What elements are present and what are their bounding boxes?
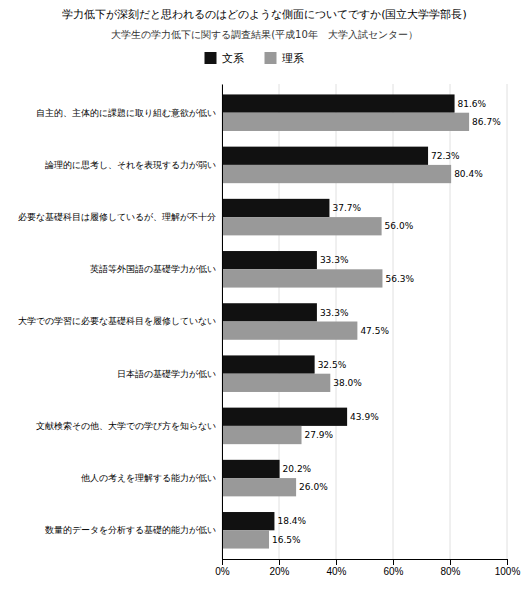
bar [222,113,469,131]
data-label: 37.7% [332,203,361,213]
data-label: 86.7% [472,117,501,127]
tick-label: 60% [383,566,403,577]
bar [222,460,280,478]
bar [222,530,269,548]
data-label: 72.3% [431,151,460,161]
axis-line [222,85,223,560]
tick-label: 文献検索その他、大学での学び方を知らない [36,421,216,431]
tick: 自主的、主体的に課題に取り組む意欲が低い [36,108,222,118]
tick: 80% [440,559,460,577]
tick-mark [450,559,451,565]
data-label: 18.4% [277,516,306,526]
legend: 文系 理系 [205,52,304,65]
plot: 81.6% 72.3% 37.7% 33.3% 33.3% 32.5% 43.9% 20.2%… [18,84,520,577]
tick: 文献検索その他、大学での学び方を知らない [36,421,222,431]
bar [222,217,382,235]
tick-label: 自主的、主体的に課題に取り組む意欲が低い [36,108,216,118]
tick-label: 0% [215,566,230,577]
data-label: 47.5% [360,326,389,336]
tick: 必要な基礎科目は履修しているが、理解が不十分 [18,212,222,222]
data-label: 20.2% [283,464,312,474]
bar [222,94,455,112]
bar [222,269,382,287]
tick-mark [222,559,223,565]
bar [222,512,274,530]
data-label: 56.0% [385,221,414,231]
tick: 日本語の基礎学力が低い [117,369,222,379]
bar [222,426,302,444]
y-axis: 自主的、主体的に課題に取り組む意欲が低い論理的に思考し、それを表現する力が弱い必… [18,85,223,560]
bar [222,165,451,183]
data-label: 33.3% [320,255,349,265]
legend-label: 文系 [222,52,244,65]
bar [222,199,329,217]
tick: 大学での学習に必要な基礎科目を履修していない [18,316,222,326]
tick-mark [393,559,394,565]
tick-mark [336,559,337,565]
legend-item: 文系 [205,52,244,65]
subtitle: 大学生の学力低下に関する調査結果(平成10年 大学入試センター） [111,29,418,40]
tick: 他人の考えを理解する能力が低い [81,473,222,483]
grid [222,84,507,559]
tick: 100% [495,559,521,577]
legend-swatch [205,52,217,64]
tick-label: 英語等外国語の基礎学力が低い [90,264,216,274]
data-label: 32.5% [318,360,347,370]
tick-label: 20% [269,566,289,577]
bar [222,478,296,496]
tick-mark [507,559,508,565]
bar [222,303,317,321]
tick-label: 数量的データを分析する基礎的能力が低い [45,525,216,535]
tick-label: 大学での学習に必要な基礎科目を履修していない [18,316,216,326]
data-label: 43.9% [350,412,379,422]
tick-label: 100% [495,566,521,577]
data-label: 33.3% [320,308,349,318]
legend-label: 理系 [282,52,304,65]
tick: 数量的データを分析する基礎的能力が低い [45,525,222,535]
tick-label: 80% [440,566,460,577]
bar [222,408,347,426]
tick-label: 40% [326,566,346,577]
data-label: 80.4% [454,169,483,179]
x-axis: 0% 20% 40% 60% 80% 100% [215,559,520,577]
legend-swatch [265,52,277,64]
bar [222,374,330,392]
tick: 60% [383,559,403,577]
data-label: 26.0% [299,482,328,492]
tick-label: 日本語の基礎学力が低い [117,369,216,379]
tick: 論理的に思考し、それを表現する力が弱い [45,160,222,170]
data-label: 27.9% [305,430,334,440]
bars [222,94,469,548]
tick: 英語等外国語の基礎学力が低い [90,264,222,274]
data-label: 16.5% [272,535,301,545]
tick-label: 必要な基礎科目は履修しているが、理解が不十分 [18,212,216,222]
bar [222,147,428,165]
tick: 20% [269,559,289,577]
legend-item: 理系 [265,52,304,65]
tick-label: 他人の考えを理解する能力が低い [81,473,216,483]
bar [222,322,357,340]
axis-line [223,560,508,566]
bar [222,251,317,269]
chart: 学力低下が深刻だと思われるのはどのような側面についてですか(国立大学学部長) 大学… [0,0,529,589]
bar [222,355,315,373]
tick: 40% [326,559,346,577]
grid-line [222,84,223,559]
data-label: 56.3% [385,274,414,284]
grid-line [507,84,508,559]
tick-label: 論理的に思考し、それを表現する力が弱い [45,160,216,170]
title: 学力低下が深刻だと思われるのはどのような側面についてですか(国立大学学部長) [62,8,467,21]
data-label: 81.6% [458,99,487,109]
data-labels: 81.6% 72.3% 37.7% 33.3% 33.3% 32.5% 43.9% 20.2%… [272,99,501,545]
data-label: 38.0% [333,378,362,388]
tick: 0% [215,559,230,577]
tick-mark [279,559,280,565]
